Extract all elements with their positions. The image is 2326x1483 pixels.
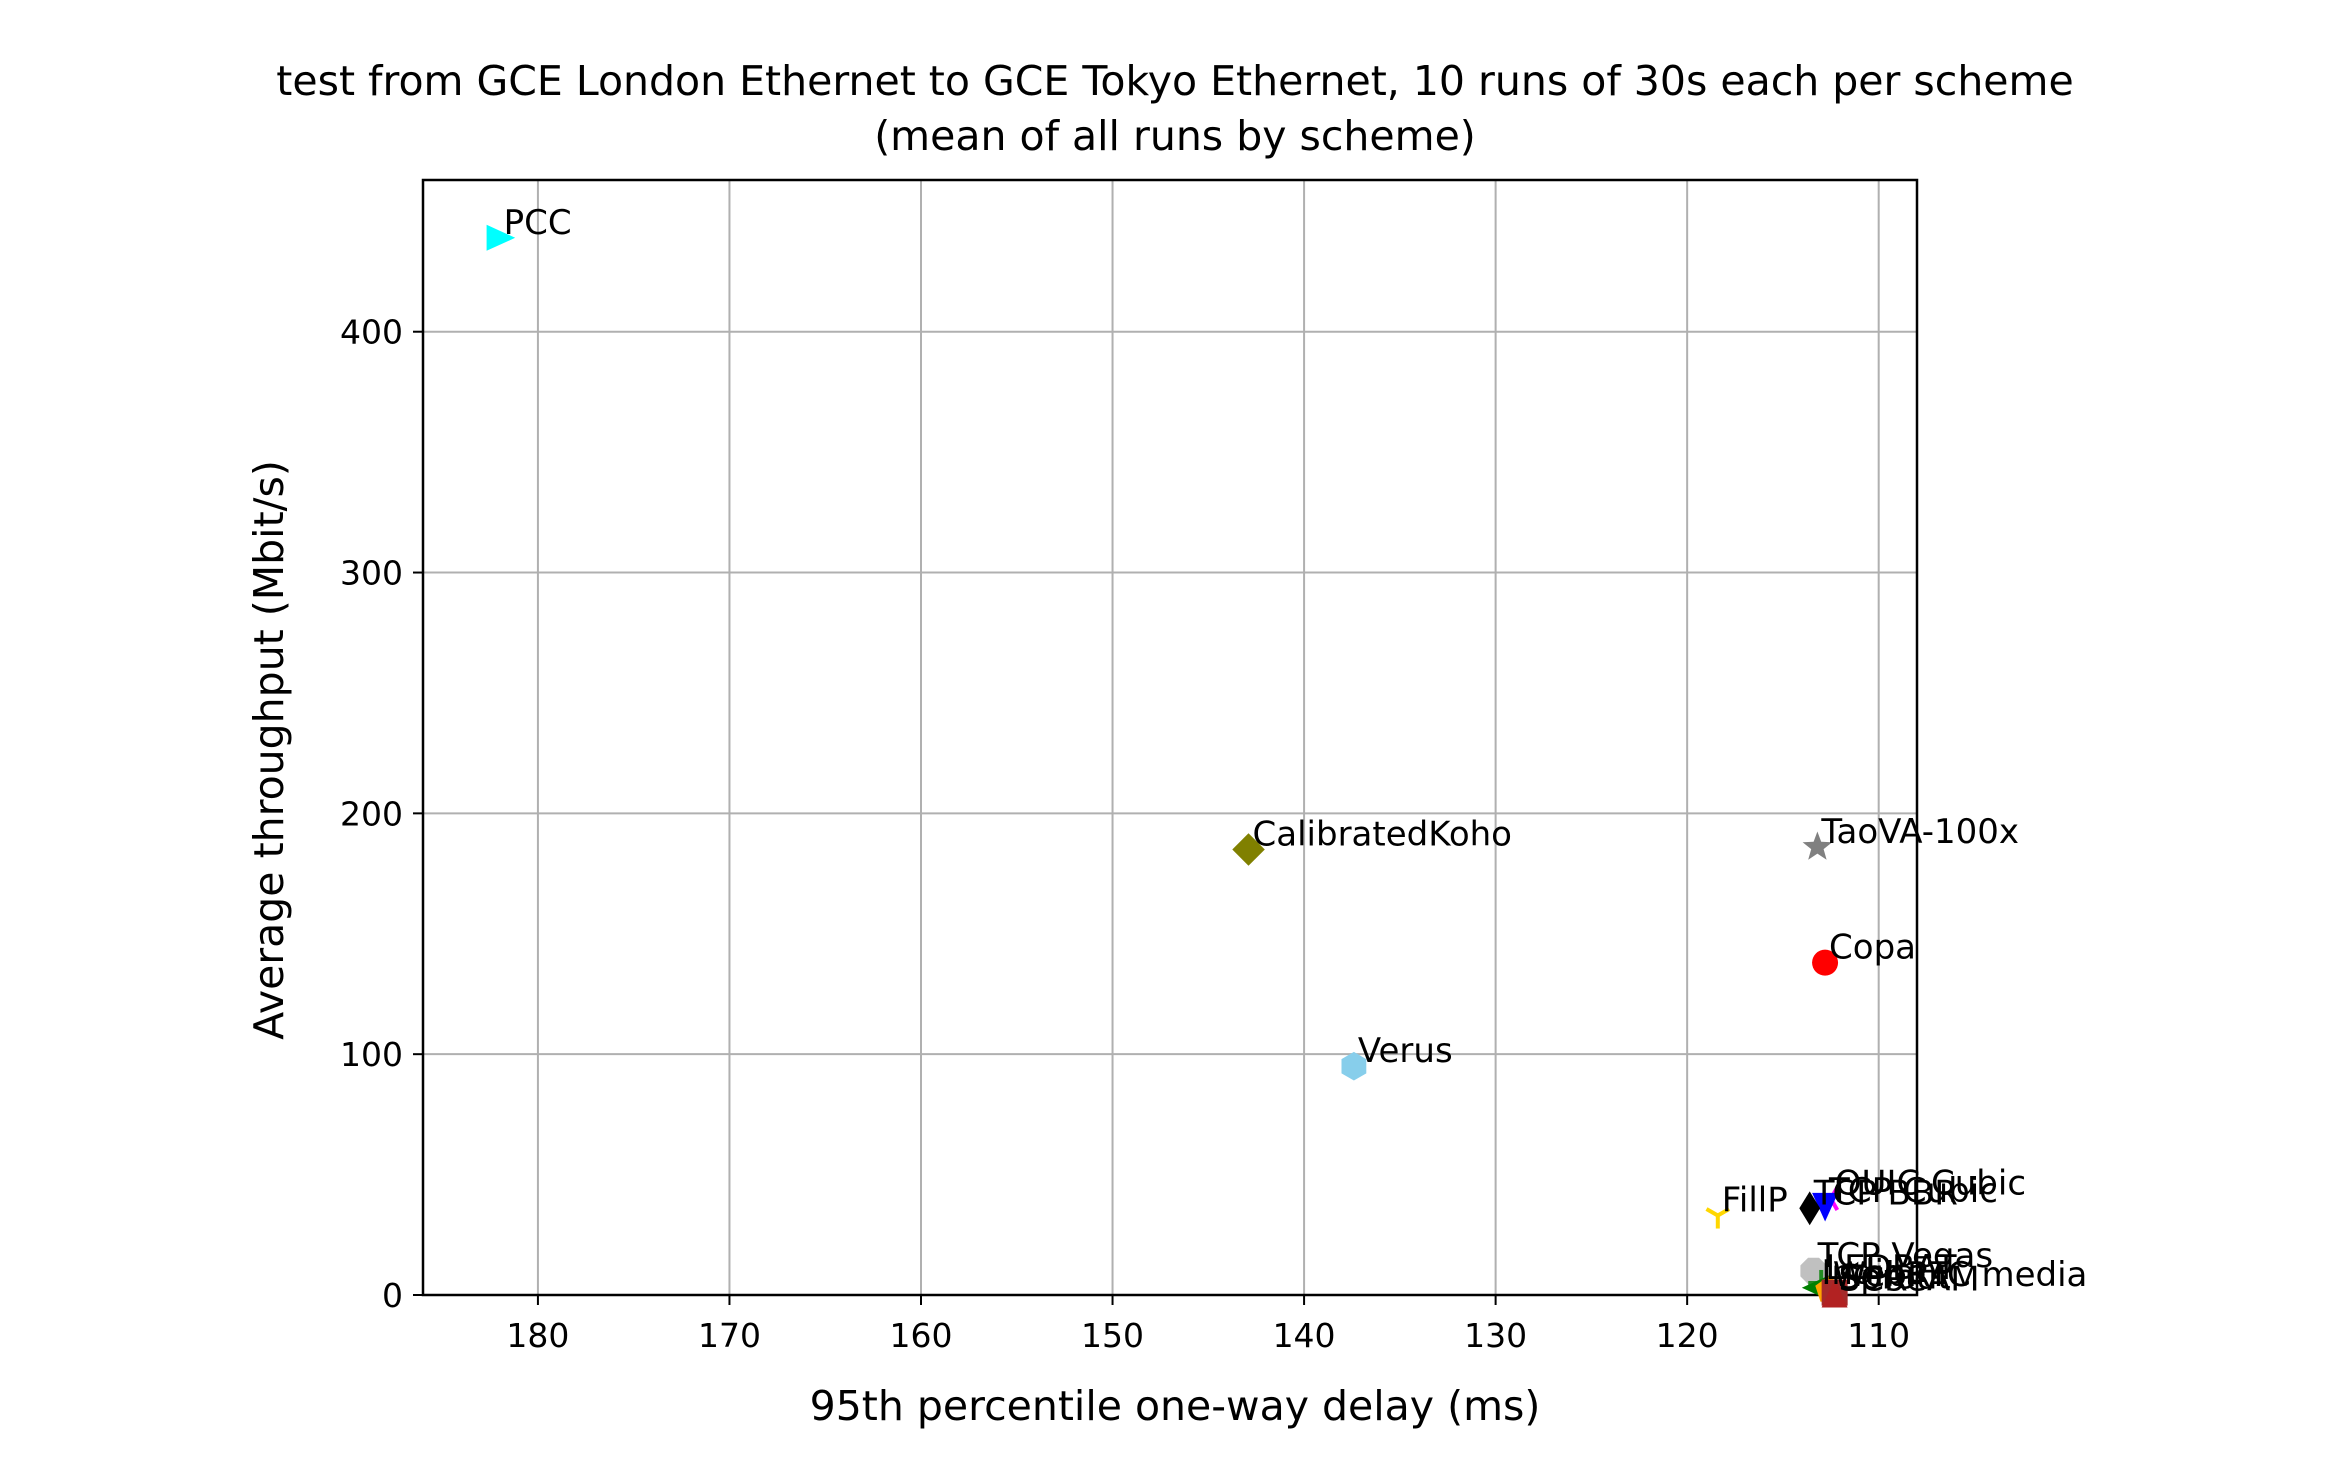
- marker-scream: [1821, 1278, 1848, 1308]
- label-pcc: PCC: [504, 203, 572, 243]
- label-verus: Verus: [1358, 1031, 1453, 1071]
- label-tcp-cubic: TCP Cubic: [1828, 1171, 1998, 1211]
- marker-verus: [1341, 1051, 1367, 1081]
- chart-title: test from GCE London Ethernet to GCE Tok…: [276, 57, 2073, 105]
- x-tick-label: 110: [1847, 1316, 1910, 1355]
- chart-subtitle: (mean of all runs by scheme): [874, 112, 1476, 160]
- label-indigo: Indigo: [1821, 1253, 1926, 1293]
- x-tick-label: 180: [506, 1316, 569, 1355]
- x-tick-labels: 180 170 160 150 140 130 120 110: [506, 1316, 1910, 1355]
- marker-taova-100x: [1802, 831, 1833, 860]
- label-calibratedkoho: CalibratedKoho: [1253, 814, 1512, 854]
- x-tick-marks: [536, 1295, 1880, 1305]
- label-webrtc-media: WebRTC media: [1833, 1255, 2088, 1295]
- y-axis-label: Average throughput (Mbit/s): [245, 460, 293, 1040]
- x-tick-label: 170: [698, 1316, 761, 1355]
- y-tick-label: 0: [382, 1276, 403, 1315]
- x-tick-label: 160: [890, 1316, 953, 1355]
- label-tcp-bbr: TCP BBR: [1813, 1173, 1958, 1213]
- y-tick-label: 300: [340, 554, 403, 593]
- x-tick-label: 140: [1273, 1316, 1336, 1355]
- x-axis-label: 95th percentile one-way delay (ms): [810, 1382, 1541, 1430]
- y-tick-label: 100: [340, 1035, 403, 1074]
- y-tick-label: 400: [340, 313, 403, 352]
- x-tick-label: 130: [1464, 1316, 1527, 1355]
- y-gridlines: [423, 330, 1917, 1296]
- marker-copa: [1812, 949, 1839, 976]
- label-ledbat: LEDBAT: [1825, 1248, 1957, 1288]
- label-fillp: FillP: [1722, 1181, 1788, 1221]
- label-taova-100x: TaoVA-100x: [1820, 812, 2019, 852]
- y-tick-label: 200: [340, 794, 403, 833]
- x-tick-label: 120: [1656, 1316, 1719, 1355]
- x-tick-label: 150: [1081, 1316, 1144, 1355]
- label-copa: Copa: [1829, 928, 1916, 968]
- x-gridlines: [536, 180, 1880, 1295]
- label-tcp-vegas: TCP Vegas: [1817, 1236, 1994, 1276]
- label-quic-cubic: QUIC Cubic: [1835, 1164, 2026, 1204]
- marker-calibratedkoho: [1232, 833, 1265, 866]
- label-sprout: Sprout: [1839, 1258, 1951, 1298]
- point-labels: PCC CalibratedKoho TaoVA-100x Copa Verus QUIC…: [504, 203, 2088, 1300]
- marker-pcc: [486, 224, 516, 251]
- y-tick-labels: 0 100 200 300 400: [340, 313, 403, 1315]
- label-scream: SCReAM: [1839, 1260, 1980, 1300]
- marker-tcp-cubic: [1812, 1192, 1839, 1222]
- plot-frame: [421, 178, 1919, 1297]
- marker-tcp-bbr: [1799, 1191, 1821, 1226]
- marker-fillp: [1705, 1207, 1731, 1229]
- y-tick-marks: [413, 330, 423, 1296]
- data-points: [486, 224, 1848, 1308]
